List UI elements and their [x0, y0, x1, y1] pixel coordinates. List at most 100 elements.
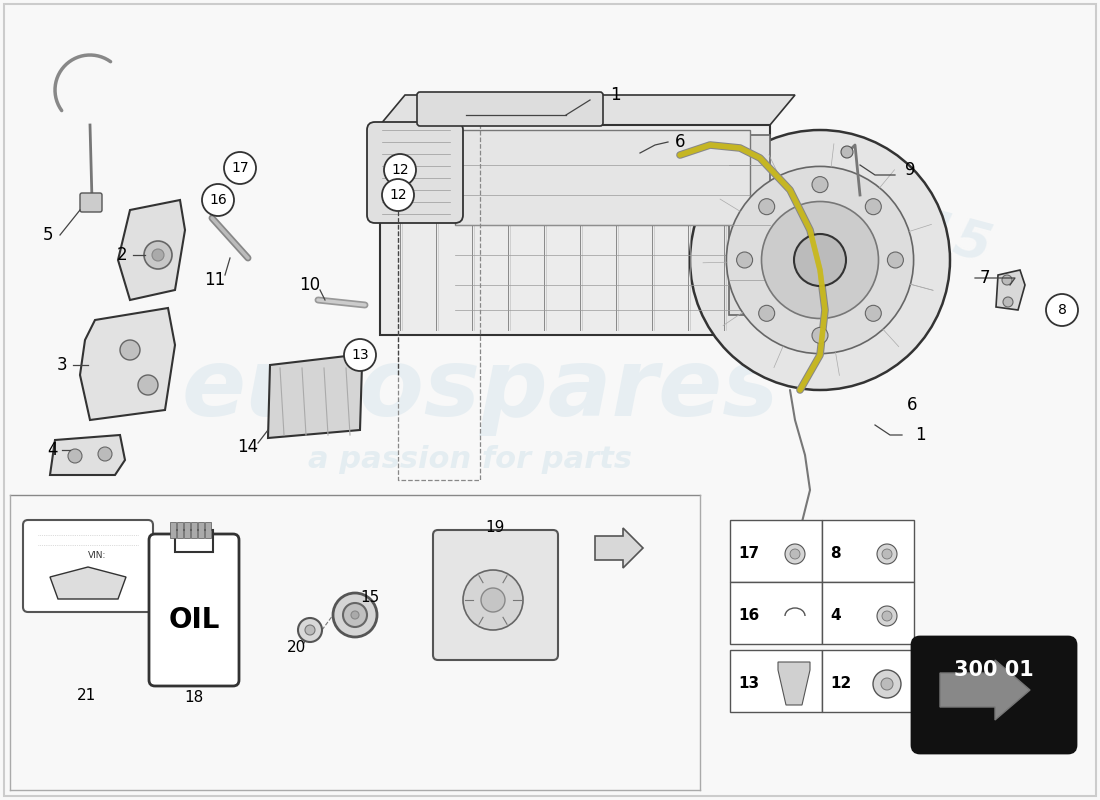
Polygon shape — [595, 528, 644, 568]
Text: 18: 18 — [185, 690, 204, 706]
Circle shape — [761, 202, 879, 318]
Circle shape — [333, 593, 377, 637]
Text: 1: 1 — [609, 86, 620, 104]
Circle shape — [305, 625, 315, 635]
Polygon shape — [379, 95, 795, 125]
Circle shape — [866, 198, 881, 214]
FancyBboxPatch shape — [417, 92, 603, 126]
Bar — [177, 522, 183, 538]
Polygon shape — [778, 662, 810, 705]
Circle shape — [881, 678, 893, 690]
Text: eurospares: eurospares — [182, 344, 779, 436]
Text: 12: 12 — [389, 188, 407, 202]
Circle shape — [224, 152, 256, 184]
Circle shape — [882, 549, 892, 559]
Polygon shape — [80, 308, 175, 420]
Text: 16: 16 — [209, 193, 227, 207]
Text: a passion for parts: a passion for parts — [308, 446, 632, 474]
FancyBboxPatch shape — [80, 193, 102, 212]
Text: 6: 6 — [906, 396, 917, 414]
Bar — [822, 582, 914, 644]
Circle shape — [1002, 275, 1012, 285]
Circle shape — [152, 249, 164, 261]
Bar — [822, 650, 914, 712]
Circle shape — [726, 166, 914, 354]
Text: 14: 14 — [238, 438, 258, 456]
Circle shape — [812, 177, 828, 193]
Bar — [184, 522, 190, 538]
FancyBboxPatch shape — [433, 530, 558, 660]
Bar — [822, 520, 914, 582]
Circle shape — [812, 327, 828, 343]
Text: 2: 2 — [117, 246, 128, 264]
Bar — [198, 522, 204, 538]
Circle shape — [877, 544, 896, 564]
Circle shape — [842, 146, 852, 158]
Circle shape — [298, 618, 322, 642]
Text: 8: 8 — [830, 546, 840, 562]
Circle shape — [759, 198, 774, 214]
Polygon shape — [455, 130, 750, 225]
Circle shape — [1003, 297, 1013, 307]
Circle shape — [790, 549, 800, 559]
Text: 9: 9 — [904, 161, 915, 179]
Text: 12: 12 — [392, 163, 409, 177]
Text: 4: 4 — [830, 609, 840, 623]
FancyBboxPatch shape — [912, 637, 1076, 753]
Text: 20: 20 — [286, 641, 306, 655]
Text: 16: 16 — [738, 609, 759, 623]
FancyBboxPatch shape — [367, 122, 463, 223]
Text: 12: 12 — [830, 677, 851, 691]
Circle shape — [463, 570, 522, 630]
Text: 7: 7 — [980, 269, 990, 287]
Circle shape — [1046, 294, 1078, 326]
Circle shape — [68, 449, 82, 463]
Polygon shape — [50, 435, 125, 475]
Text: VIN:: VIN: — [88, 550, 107, 559]
Circle shape — [351, 611, 359, 619]
Bar — [175, 530, 213, 552]
Circle shape — [384, 154, 416, 186]
Circle shape — [737, 252, 752, 268]
Polygon shape — [118, 200, 185, 300]
Circle shape — [873, 670, 901, 698]
Text: OIL: OIL — [168, 606, 220, 634]
Bar — [170, 522, 176, 538]
Bar — [205, 522, 211, 538]
Circle shape — [794, 234, 846, 286]
Circle shape — [202, 184, 234, 216]
Text: 11: 11 — [205, 271, 225, 289]
Text: 300 01: 300 01 — [954, 660, 1034, 680]
Circle shape — [866, 306, 881, 322]
Text: 3: 3 — [57, 356, 67, 374]
Polygon shape — [268, 355, 362, 438]
Text: 13: 13 — [351, 348, 369, 362]
Text: 4: 4 — [46, 441, 57, 459]
Polygon shape — [379, 125, 770, 335]
Polygon shape — [940, 660, 1030, 720]
Circle shape — [138, 375, 158, 395]
Circle shape — [382, 179, 414, 211]
Text: 2015: 2015 — [843, 186, 998, 274]
Circle shape — [481, 588, 505, 612]
Text: 21: 21 — [77, 687, 97, 702]
Circle shape — [690, 130, 950, 390]
Polygon shape — [996, 270, 1025, 310]
Text: 1: 1 — [915, 426, 925, 444]
Circle shape — [343, 603, 367, 627]
Bar — [730, 520, 822, 582]
Polygon shape — [50, 567, 127, 599]
Text: 10: 10 — [299, 276, 320, 294]
Text: 5: 5 — [43, 226, 53, 244]
Text: 19: 19 — [485, 519, 505, 534]
Circle shape — [144, 241, 172, 269]
Text: 8: 8 — [1057, 303, 1066, 317]
Circle shape — [877, 606, 896, 626]
FancyBboxPatch shape — [23, 520, 153, 612]
Text: 17: 17 — [738, 546, 759, 562]
Circle shape — [344, 339, 376, 371]
Polygon shape — [729, 135, 770, 315]
Bar — [730, 582, 822, 644]
FancyBboxPatch shape — [148, 534, 239, 686]
Circle shape — [888, 252, 903, 268]
